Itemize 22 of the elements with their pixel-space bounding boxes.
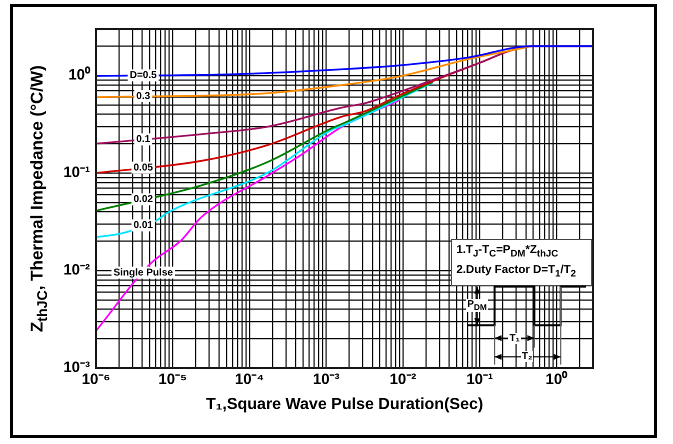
series-label: D=0.5 bbox=[130, 70, 158, 82]
x-tick-label: 10⁻⁴ bbox=[234, 371, 264, 388]
y-tick-label: 10⁻² bbox=[63, 262, 90, 279]
series-label: Single Pulse bbox=[113, 267, 174, 278]
annotation: T₂ bbox=[520, 351, 534, 362]
x-tick-label: 10⁻¹ bbox=[466, 371, 493, 388]
annotation: T₁ bbox=[508, 332, 521, 344]
series-label: 0.05 bbox=[133, 162, 154, 174]
x-tick-label: 10⁻⁵ bbox=[158, 371, 188, 388]
x-axis-title: T₁,Square Wave Pulse Duration(Sec) bbox=[206, 396, 484, 414]
x-tick-label: 10⁻² bbox=[390, 371, 416, 388]
x-tick-label: 10⁰ bbox=[546, 370, 568, 388]
series-label: 0.3 bbox=[136, 90, 151, 102]
series-label: 0.01 bbox=[133, 220, 154, 232]
y-tick-label: 10⁻¹ bbox=[63, 164, 90, 182]
annotation: P$_{DM}$ bbox=[466, 299, 488, 312]
series-label: 0.1 bbox=[136, 134, 151, 146]
annotation: 1.T$_{J}$-T$_{C}$=P$_{DM}$*Z$_{thJC}$ bbox=[456, 244, 558, 260]
series-label: 0.02 bbox=[133, 194, 154, 206]
annotation: 2.Duty Factor D=T$_{1}$/T$_{2}$ bbox=[456, 264, 576, 280]
x-tick-label: 10⁻³ bbox=[312, 371, 340, 388]
y-tick-label: 10⁰ bbox=[68, 66, 91, 84]
